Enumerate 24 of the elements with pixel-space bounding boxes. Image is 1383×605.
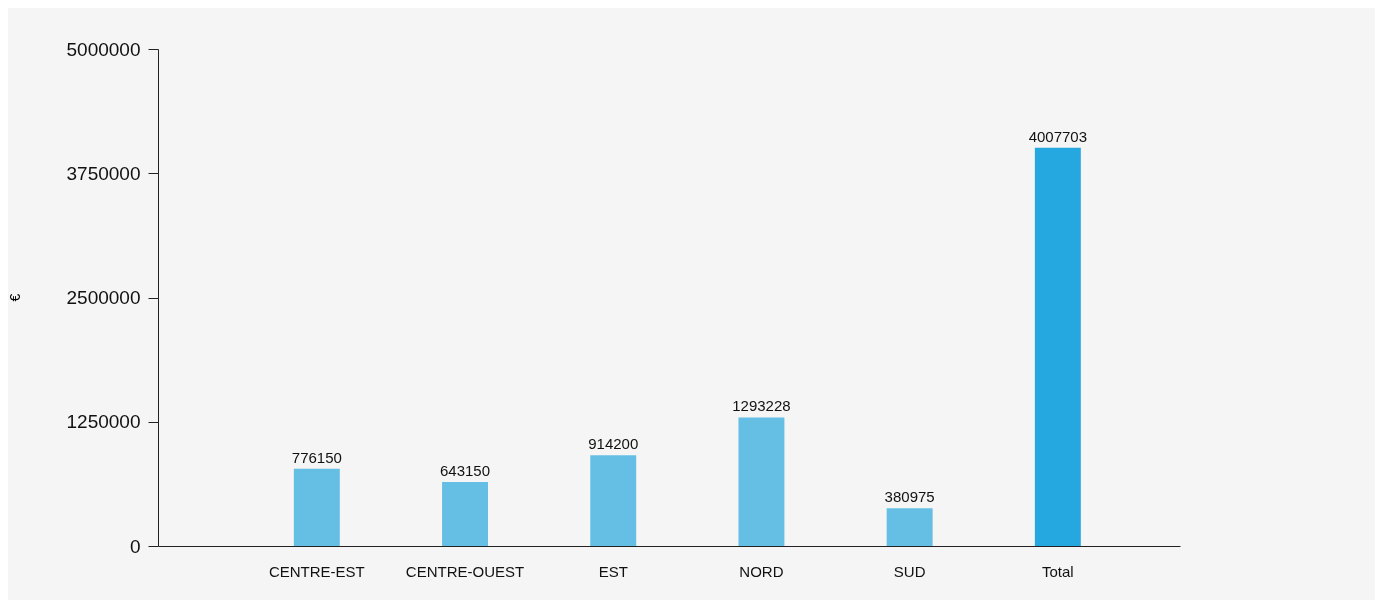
data-label: 914200 — [588, 435, 639, 453]
x-tick-label: NORD — [739, 562, 784, 580]
x-tick-label: CENTRE-EST — [268, 562, 365, 580]
x-tick-label: SUD — [893, 562, 926, 580]
bar — [293, 468, 340, 546]
bar — [886, 508, 933, 546]
bar — [590, 455, 637, 546]
y-tick-label: 2500000 — [66, 287, 141, 308]
data-label: 4007703 — [1028, 127, 1088, 145]
x-tick-label: Total — [1041, 562, 1074, 580]
y-tick-label: 3750000 — [66, 162, 141, 184]
bar — [738, 417, 785, 546]
bar — [442, 482, 488, 546]
y-axis-title: € — [6, 293, 23, 302]
x-tick-label: CENTRE-OUEST — [405, 562, 525, 580]
data-label: 1293228 — [732, 397, 791, 415]
data-label: 380975 — [884, 488, 935, 506]
y-tick-label: 5000000 — [66, 38, 141, 60]
x-tick-label: EST — [598, 562, 628, 580]
y-tick-label: 1250000 — [66, 411, 141, 433]
y-tick-label: 0 — [129, 535, 141, 557]
data-label: 643150 — [440, 462, 491, 480]
data-label: 776150 — [291, 448, 342, 466]
bar — [1034, 147, 1081, 546]
